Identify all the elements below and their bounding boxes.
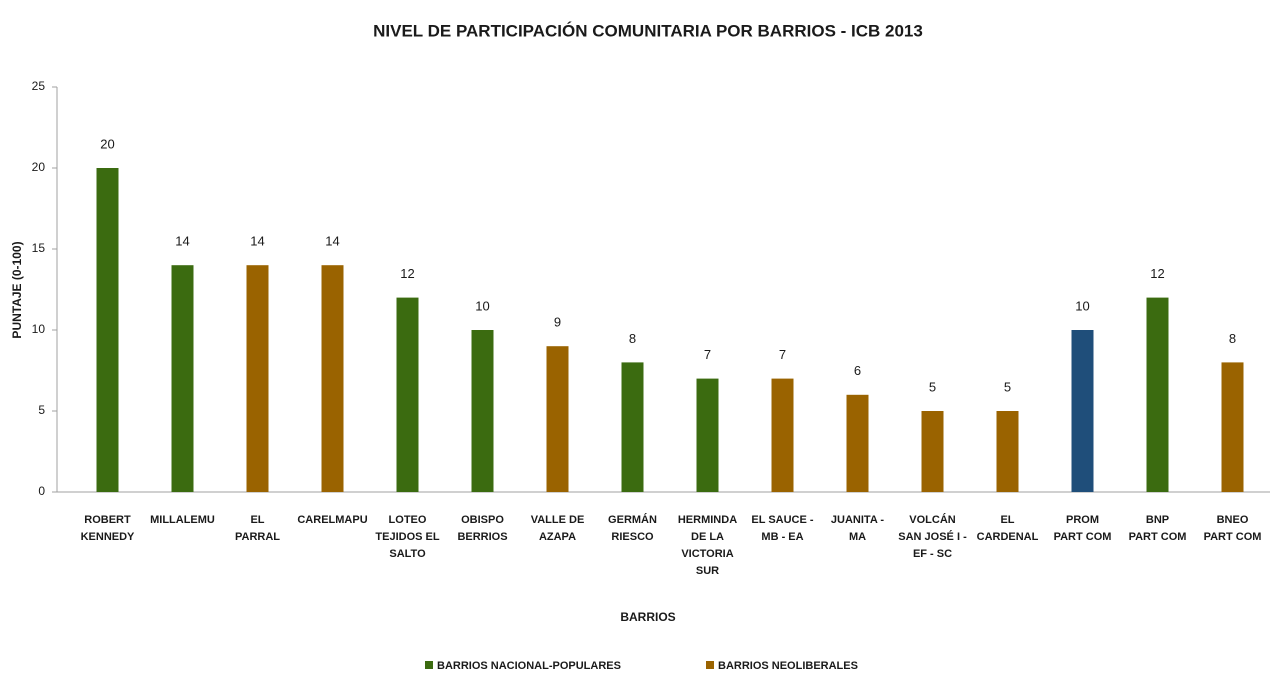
data-label: 7	[704, 347, 711, 362]
data-label: 20	[100, 136, 114, 151]
data-label: 6	[854, 363, 861, 378]
y-tick-label: 5	[38, 403, 45, 417]
data-label: 14	[175, 234, 189, 249]
y-tick-label: 0	[38, 484, 45, 498]
bar	[96, 168, 119, 492]
bar	[1071, 330, 1094, 492]
y-tick-label: 15	[32, 241, 46, 255]
bar	[321, 265, 344, 492]
x-tick-label: JUANITA -MA	[831, 514, 885, 543]
y-axis-title: PUNTAJE (0-100)	[10, 241, 24, 338]
x-tick-label: GERMÁN RIESCO	[608, 513, 657, 543]
x-tick-label: OBISPO BERRIOS	[457, 514, 507, 543]
x-tick-label: MILLALEMU	[150, 514, 215, 526]
legend-swatch	[706, 661, 714, 669]
y-tick-label: 10	[32, 322, 46, 336]
legend-swatch	[425, 661, 433, 669]
data-label: 9	[554, 315, 561, 330]
bar	[996, 411, 1019, 492]
bar	[846, 394, 869, 492]
bar	[546, 346, 569, 492]
x-tick-label: BNEO PART COM	[1204, 514, 1262, 543]
bar	[1146, 297, 1169, 492]
bar	[396, 297, 419, 492]
y-tick-label: 25	[32, 79, 46, 93]
data-label: 8	[629, 331, 636, 346]
x-tick-label: BNP PART COM	[1129, 514, 1187, 543]
x-tick-label: EL CARDENAL	[977, 514, 1039, 543]
bar	[171, 265, 194, 492]
x-tick-label: CARELMAPU	[297, 514, 367, 526]
bar	[471, 330, 494, 492]
bar	[921, 411, 944, 492]
x-tick-label: HERMINDA DE LA VICTORIA SUR	[678, 514, 737, 577]
chart-title: NIVEL DE PARTICIPACIÓN COMUNITARIA POR B…	[373, 21, 923, 40]
data-label: 10	[475, 298, 489, 313]
legend-label: BARRIOS NACIONAL-POPULARES	[437, 660, 621, 672]
y-tick-label: 20	[32, 160, 46, 174]
x-tick-label: ROBERT KENNEDY	[81, 514, 135, 543]
x-tick-label: EL SAUCE -MB - EA	[751, 514, 813, 543]
data-label: 7	[779, 347, 786, 362]
x-tick-label: EL PARRAL	[235, 514, 280, 543]
data-label: 5	[929, 379, 936, 394]
data-label: 14	[250, 234, 264, 249]
legend-label: BARRIOS NEOLIBERALES	[718, 660, 858, 672]
data-label: 5	[1004, 379, 1011, 394]
x-tick-label: VALLE DE AZAPA	[531, 514, 585, 543]
data-label: 10	[1075, 298, 1089, 313]
data-label: 14	[325, 234, 339, 249]
data-label: 12	[400, 266, 414, 281]
data-label: 8	[1229, 331, 1236, 346]
bar	[696, 378, 719, 492]
bar	[1221, 362, 1244, 492]
bar	[246, 265, 269, 492]
bar	[771, 378, 794, 492]
bar	[621, 362, 644, 492]
x-axis-title: BARRIOS	[620, 610, 675, 624]
data-label: 12	[1150, 266, 1164, 281]
x-tick-label: VOLCÁN SAN JOSÉ I -EF - SC	[898, 513, 967, 560]
x-tick-label: PROM PART COM	[1054, 514, 1112, 543]
x-tick-label: LOTEO TEJIDOS EL SALTO	[375, 514, 439, 560]
